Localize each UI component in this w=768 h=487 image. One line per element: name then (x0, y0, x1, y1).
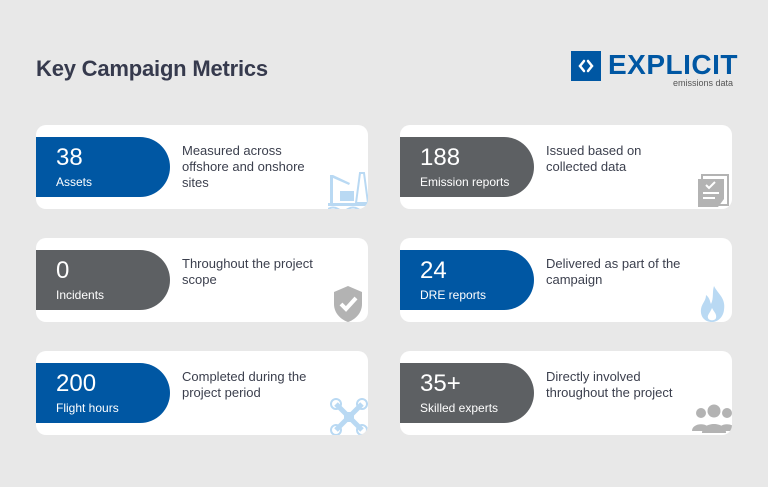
metric-description: Throughout the project scope (182, 256, 313, 287)
metric-card: 35+ Skilled experts Directly involved th… (400, 351, 732, 435)
metric-pill: 200 Flight hours (36, 363, 170, 423)
logo-mark-icon (571, 51, 601, 81)
metric-description: Issued based on collected data (546, 143, 642, 174)
metric-card: 0 Incidents Throughout the project scope (36, 238, 368, 322)
metric-value: 188 (420, 144, 461, 171)
metric-description: Completed during the project period (182, 369, 307, 400)
metric-value: 35+ (420, 370, 461, 397)
metric-label: DRE reports (420, 288, 487, 302)
page-title: Key Campaign Metrics (36, 56, 268, 81)
metric-description: Measured across offshore and onshore sit… (182, 143, 305, 190)
metric-pill: 24 DRE reports (400, 250, 534, 310)
metric-value: 200 (56, 370, 97, 397)
metric-card: 188 Emission reports Issued based on col… (400, 125, 732, 209)
metric-pill: 35+ Skilled experts (400, 363, 534, 423)
metric-label: Assets (56, 175, 93, 189)
metric-label: Flight hours (56, 401, 119, 415)
metric-label: Skilled experts (420, 401, 499, 415)
metric-value: 0 (56, 257, 70, 284)
metric-description: Directly involved throughout the project (546, 369, 673, 400)
logo-wordmark: EXPLICIT (608, 49, 739, 80)
metric-label: Incidents (56, 288, 105, 302)
metric-value: 24 (420, 257, 447, 284)
metric-card: 200 Flight hours Completed during the pr… (36, 351, 368, 435)
metric-card: 38 Assets Measured across offshore and o… (36, 125, 368, 209)
logo: EXPLICIT emissions data (571, 49, 738, 89)
logo-tagline: emissions data (672, 78, 733, 88)
metric-description: Delivered as part of the campaign (546, 256, 681, 287)
metric-pill: 188 Emission reports (400, 137, 534, 197)
metric-card: 24 DRE reports Delivered as part of the … (400, 238, 732, 322)
metric-label: Emission reports (420, 175, 510, 189)
metric-pill: 0 Incidents (36, 250, 170, 310)
metric-pill: 38 Assets (36, 137, 170, 197)
metric-value: 38 (56, 144, 83, 171)
